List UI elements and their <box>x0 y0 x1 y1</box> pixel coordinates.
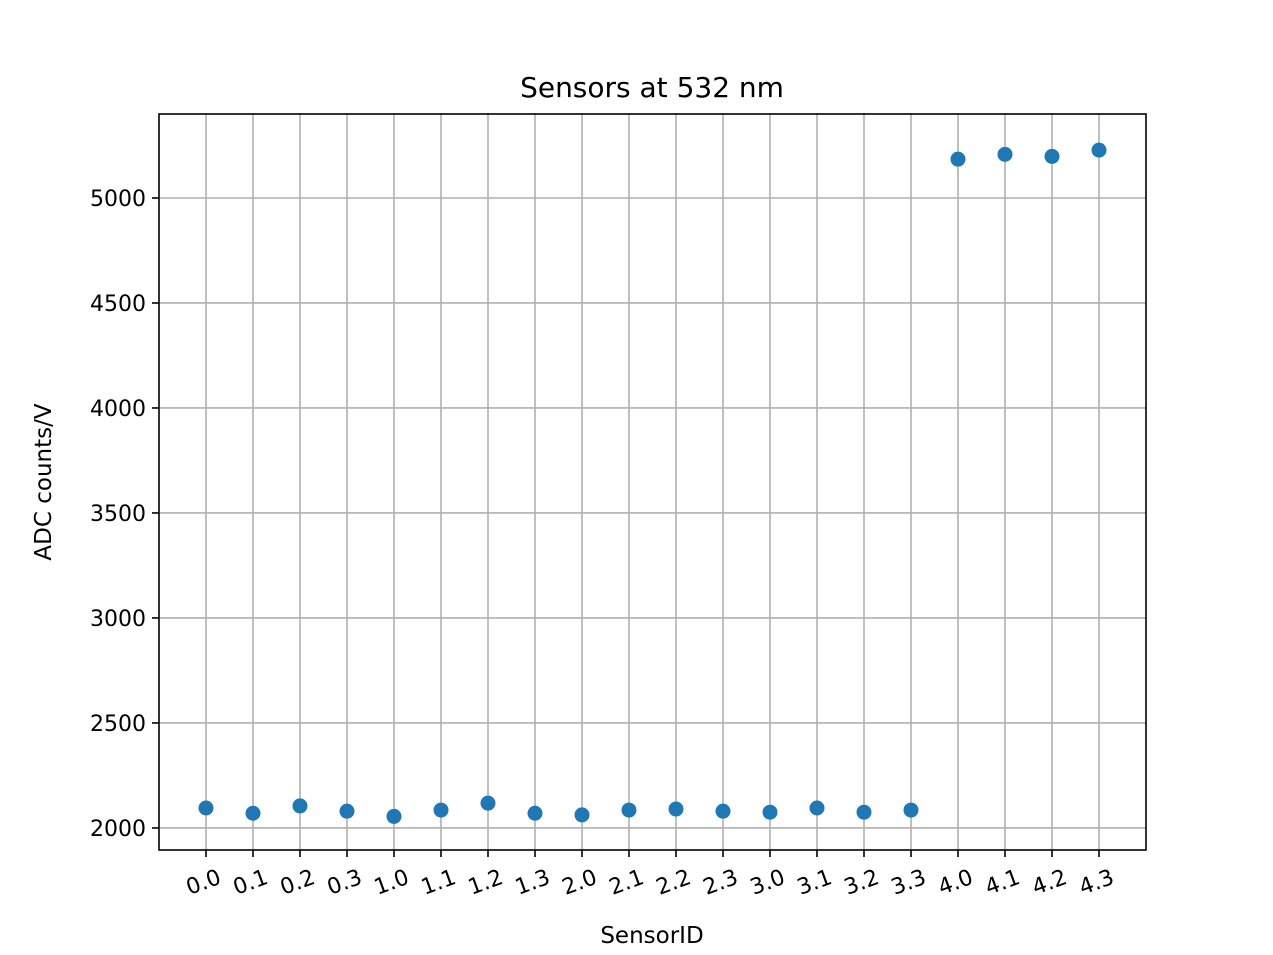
data-point <box>809 800 825 816</box>
chart-title: Sensors at 532 nm <box>520 71 784 104</box>
x-tick-label: 1.0 <box>371 865 412 900</box>
data-point <box>715 803 731 819</box>
x-tick-label: 2.1 <box>606 865 647 900</box>
x-tick-label: 3.0 <box>747 865 788 900</box>
y-tick-label: 2000 <box>90 817 146 842</box>
y-tick-label: 4000 <box>90 397 146 422</box>
data-point <box>527 805 543 821</box>
data-point <box>433 802 449 818</box>
x-tick-label: 0.1 <box>230 865 271 900</box>
data-point <box>856 804 872 820</box>
data-point <box>574 807 590 823</box>
x-tick-label: 0.0 <box>183 865 224 900</box>
data-point <box>480 795 496 811</box>
x-tick-label: 3.1 <box>794 865 835 900</box>
x-tick-label: 2.2 <box>653 865 694 900</box>
y-axis-label: ADC counts/V <box>31 403 57 560</box>
data-point <box>950 151 966 167</box>
data-point <box>621 802 637 818</box>
data-point <box>386 808 402 824</box>
x-tick-label: 1.1 <box>418 865 459 900</box>
x-tick-label: 0.2 <box>277 865 318 900</box>
x-tick-label: 4.1 <box>982 865 1023 900</box>
x-tick-label: 4.0 <box>935 865 976 900</box>
x-axis-label: SensorID <box>600 923 703 949</box>
data-point <box>668 801 684 817</box>
data-point <box>903 802 919 818</box>
x-tick-label: 3.2 <box>841 865 882 900</box>
x-tick-label: 2.0 <box>559 865 600 900</box>
data-points <box>198 142 1107 824</box>
x-tick-label: 4.3 <box>1076 865 1117 900</box>
data-point <box>997 146 1013 162</box>
data-point <box>762 804 778 820</box>
axis-ticks: 2000 2500 3000 3500 4000 4500 5000 0.0 0.1 0.2 0.3… <box>90 187 1117 901</box>
x-tick-label: 4.2 <box>1029 865 1070 900</box>
x-tick-label: 1.2 <box>465 865 506 900</box>
data-point <box>292 798 308 814</box>
x-tick-label: 2.3 <box>700 865 741 900</box>
grid-lines <box>159 114 1146 850</box>
plot-frame <box>158 113 1147 851</box>
y-tick-label: 4500 <box>90 292 146 317</box>
data-point <box>198 800 214 816</box>
y-tick-label: 5000 <box>90 187 146 212</box>
data-point <box>1091 142 1107 158</box>
x-tick-label: 3.3 <box>888 865 929 900</box>
data-point <box>339 803 355 819</box>
y-tick-label: 3500 <box>90 502 146 527</box>
y-tick-label: 3000 <box>90 607 146 632</box>
data-point <box>1044 148 1060 164</box>
y-tick-label: 2500 <box>90 712 146 737</box>
data-point <box>245 805 261 821</box>
x-tick-label: 1.3 <box>512 865 553 900</box>
x-tick-label: 0.3 <box>324 865 365 900</box>
